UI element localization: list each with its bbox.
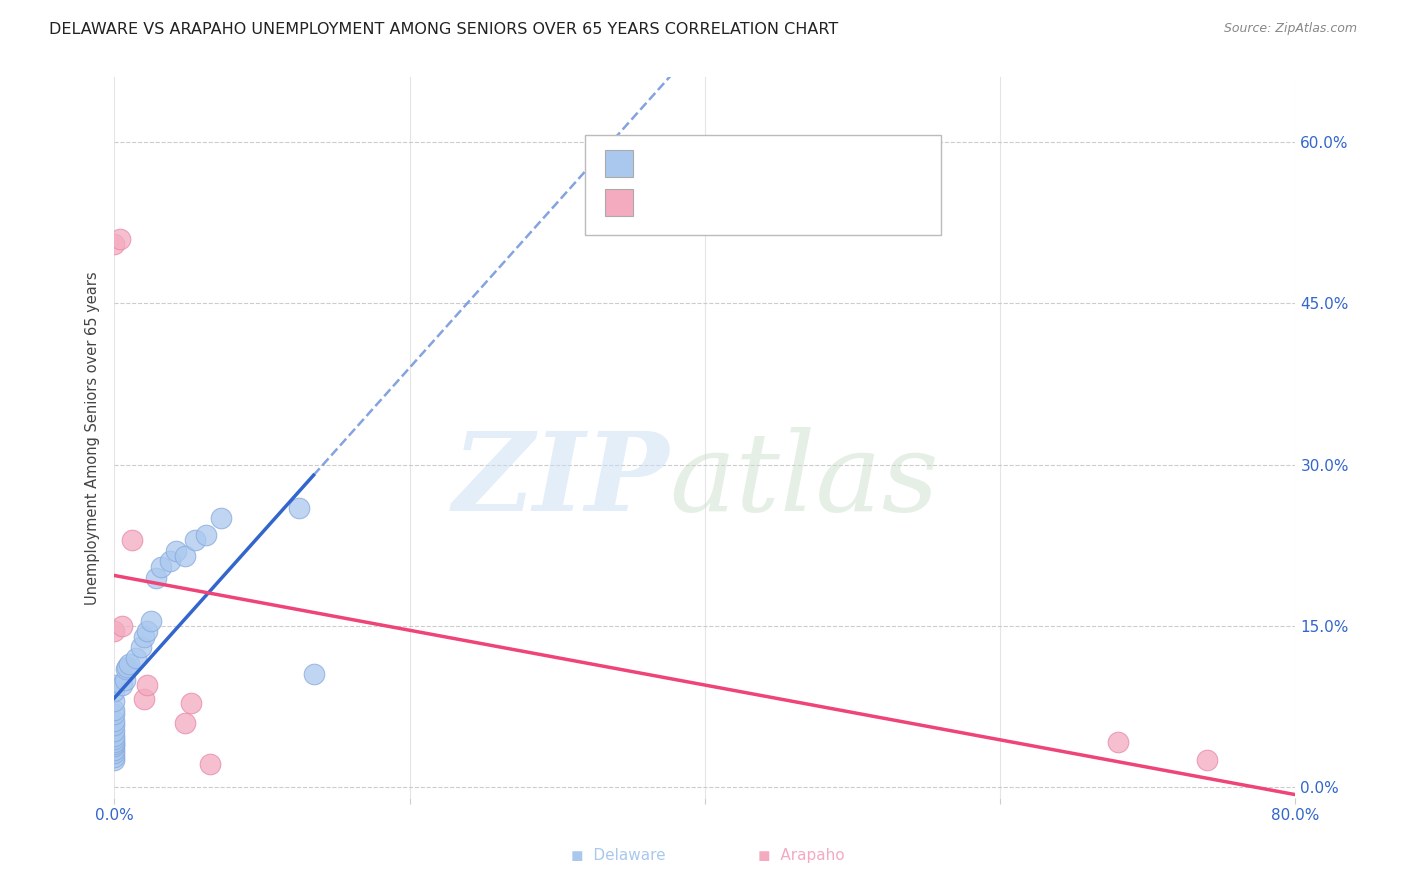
Point	[103, 735, 125, 749]
Point	[135, 624, 157, 639]
Text: R =   0.171   N = 37: R = 0.171 N = 37	[644, 154, 844, 172]
Point	[132, 630, 155, 644]
Y-axis label: Unemployment Among Seniors over 65 years: Unemployment Among Seniors over 65 years	[86, 271, 100, 605]
Point	[108, 232, 131, 246]
Point	[129, 640, 152, 655]
Point	[165, 543, 187, 558]
Text: ZIP: ZIP	[453, 427, 669, 534]
Point	[103, 739, 125, 754]
Point	[103, 624, 125, 639]
Point	[174, 715, 197, 730]
Point	[139, 614, 162, 628]
Point	[198, 756, 221, 771]
Text: R = -0.357   N = 12: R = -0.357 N = 12	[644, 194, 834, 211]
Text: atlas: atlas	[669, 427, 939, 534]
Point	[117, 660, 139, 674]
Point	[103, 724, 125, 739]
Point	[103, 742, 125, 756]
Point	[103, 746, 125, 760]
Point	[118, 657, 141, 671]
Point	[103, 737, 125, 751]
Text: ◼  Delaware: ◼ Delaware	[571, 847, 666, 863]
Point	[103, 683, 125, 698]
Point	[121, 533, 143, 547]
Point	[302, 667, 325, 681]
Point	[103, 694, 125, 708]
Point	[174, 549, 197, 563]
Point	[103, 753, 125, 767]
Text: ◼  Arapaho: ◼ Arapaho	[758, 847, 845, 863]
Point	[1195, 753, 1218, 767]
Point	[110, 619, 132, 633]
Point	[150, 559, 173, 574]
Point	[103, 718, 125, 732]
Point	[125, 651, 148, 665]
Point	[159, 554, 181, 568]
Point	[194, 527, 217, 541]
Point	[114, 673, 136, 687]
Point	[145, 571, 167, 585]
Point	[103, 731, 125, 746]
Point	[103, 678, 125, 692]
Point	[184, 533, 207, 547]
Point	[180, 697, 202, 711]
Point	[103, 714, 125, 728]
Point	[135, 678, 157, 692]
Point	[132, 692, 155, 706]
Point	[103, 750, 125, 764]
Point	[115, 662, 138, 676]
Text: Source: ZipAtlas.com: Source: ZipAtlas.com	[1223, 22, 1357, 36]
Point	[103, 729, 125, 743]
Point	[110, 678, 132, 692]
Point	[103, 703, 125, 717]
Point	[1107, 735, 1129, 749]
Point	[103, 707, 125, 722]
Point	[209, 511, 232, 525]
Point	[287, 500, 309, 515]
Text: DELAWARE VS ARAPAHO UNEMPLOYMENT AMONG SENIORS OVER 65 YEARS CORRELATION CHART: DELAWARE VS ARAPAHO UNEMPLOYMENT AMONG S…	[49, 22, 838, 37]
Point	[103, 237, 125, 252]
